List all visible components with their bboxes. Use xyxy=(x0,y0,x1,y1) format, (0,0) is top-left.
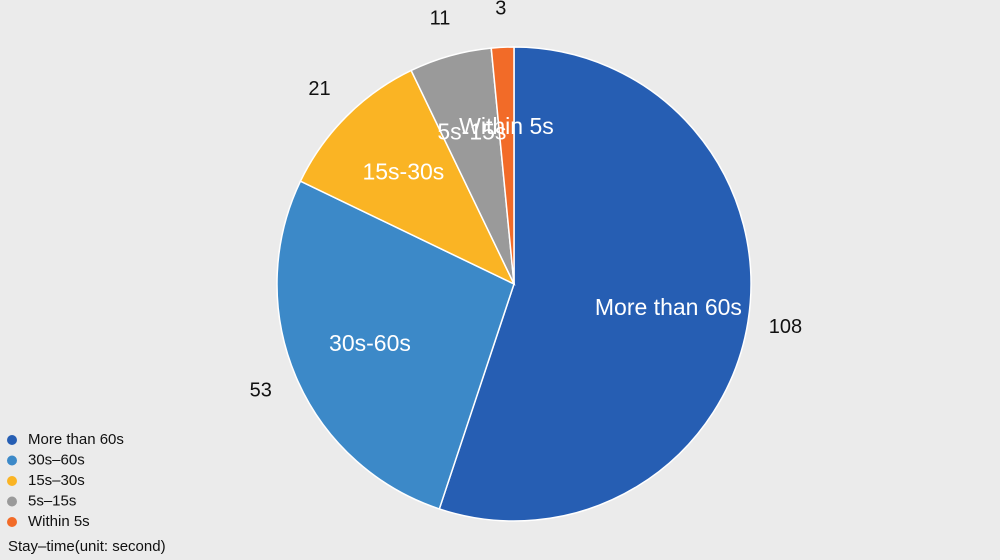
legend-swatch-more-than-60s xyxy=(7,435,17,445)
value-label-5s-15s: 11 xyxy=(430,7,451,29)
legend-label-5s-15s: 5s–15s xyxy=(28,492,76,509)
value-label-15s-30s: 21 xyxy=(308,78,330,100)
pie-slice-30s-60s xyxy=(276,180,515,510)
legend-label-15s-30s: 15s–30s xyxy=(28,472,85,489)
pie-slices xyxy=(276,46,752,522)
legend-title: Stay–time(unit: second) xyxy=(8,538,166,555)
legend-label-more-than-60s: More than 60s xyxy=(28,431,124,448)
legend-swatch-5s-15s xyxy=(7,496,17,507)
pie-slice-more-than-60s xyxy=(438,46,752,522)
pie-value-labels: 108 53 21 11 3 xyxy=(250,0,803,402)
slice-label-within-5s: Within 5s xyxy=(459,113,554,139)
pie-slice-15s-30s xyxy=(299,69,516,286)
value-label-30s-60s: 53 xyxy=(250,380,272,402)
legend: Stay–time(unit: second) More than 60s 30s… xyxy=(7,431,166,555)
slice-label-5s-15s: 5s-15s xyxy=(437,118,506,144)
slice-label-more-than-60s: More than 60s xyxy=(595,294,742,320)
legend-label-30s-60s: 30s–60s xyxy=(28,451,85,468)
legend-label-within-5s: Within 5s xyxy=(28,513,90,530)
value-label-more-than-60s: 108 xyxy=(769,316,802,338)
slice-label-15s-30s: 15s-30s xyxy=(362,158,444,184)
legend-swatch-30s-60s xyxy=(7,455,17,466)
pie-slice-within-5s xyxy=(490,46,515,285)
slice-label-30s-60s: 30s-60s xyxy=(329,330,411,356)
value-label-within-5s: 3 xyxy=(495,0,506,20)
pie-slice-labels: More than 60s 30s-60s 15s-30s 5s-15sWithin … xyxy=(329,113,742,356)
legend-swatch-15s-30s xyxy=(7,476,17,486)
legend-swatch-within-5s xyxy=(7,517,17,527)
